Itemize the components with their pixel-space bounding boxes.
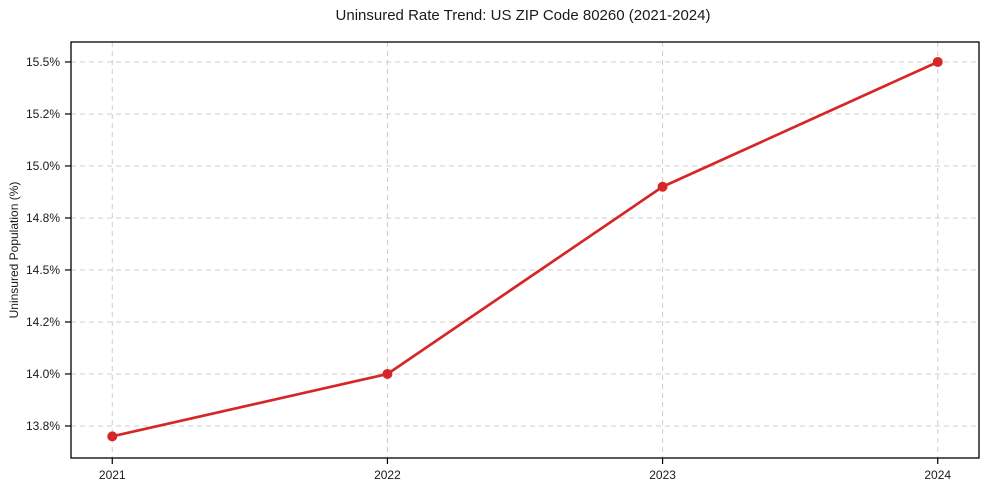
x-tick-label: 2024 (924, 468, 951, 482)
y-tick-label: 15.5% (26, 55, 60, 69)
y-tick-label: 14.0% (26, 367, 60, 381)
data-point-marker (382, 368, 393, 379)
plot-border (70, 41, 980, 459)
trend-line (110, 60, 940, 438)
data-point-marker (932, 56, 943, 67)
y-tick-label: 14.2% (26, 315, 60, 329)
y-tick-label: 14.5% (26, 263, 60, 277)
y-tick-label: 15.0% (26, 159, 60, 173)
y-tick-label: 15.2% (26, 107, 60, 121)
data-point-marker (107, 431, 118, 442)
x-tick-label: 2021 (99, 468, 126, 482)
x-tick-label: 2022 (374, 468, 401, 482)
chart-title: Uninsured Rate Trend: US ZIP Code 80260 … (335, 7, 711, 24)
x-tick-label: 2023 (649, 468, 676, 482)
y-tick-label: 14.8% (26, 211, 60, 225)
y-tick-label: 13.8% (26, 419, 60, 433)
data-point-marker (657, 181, 668, 192)
